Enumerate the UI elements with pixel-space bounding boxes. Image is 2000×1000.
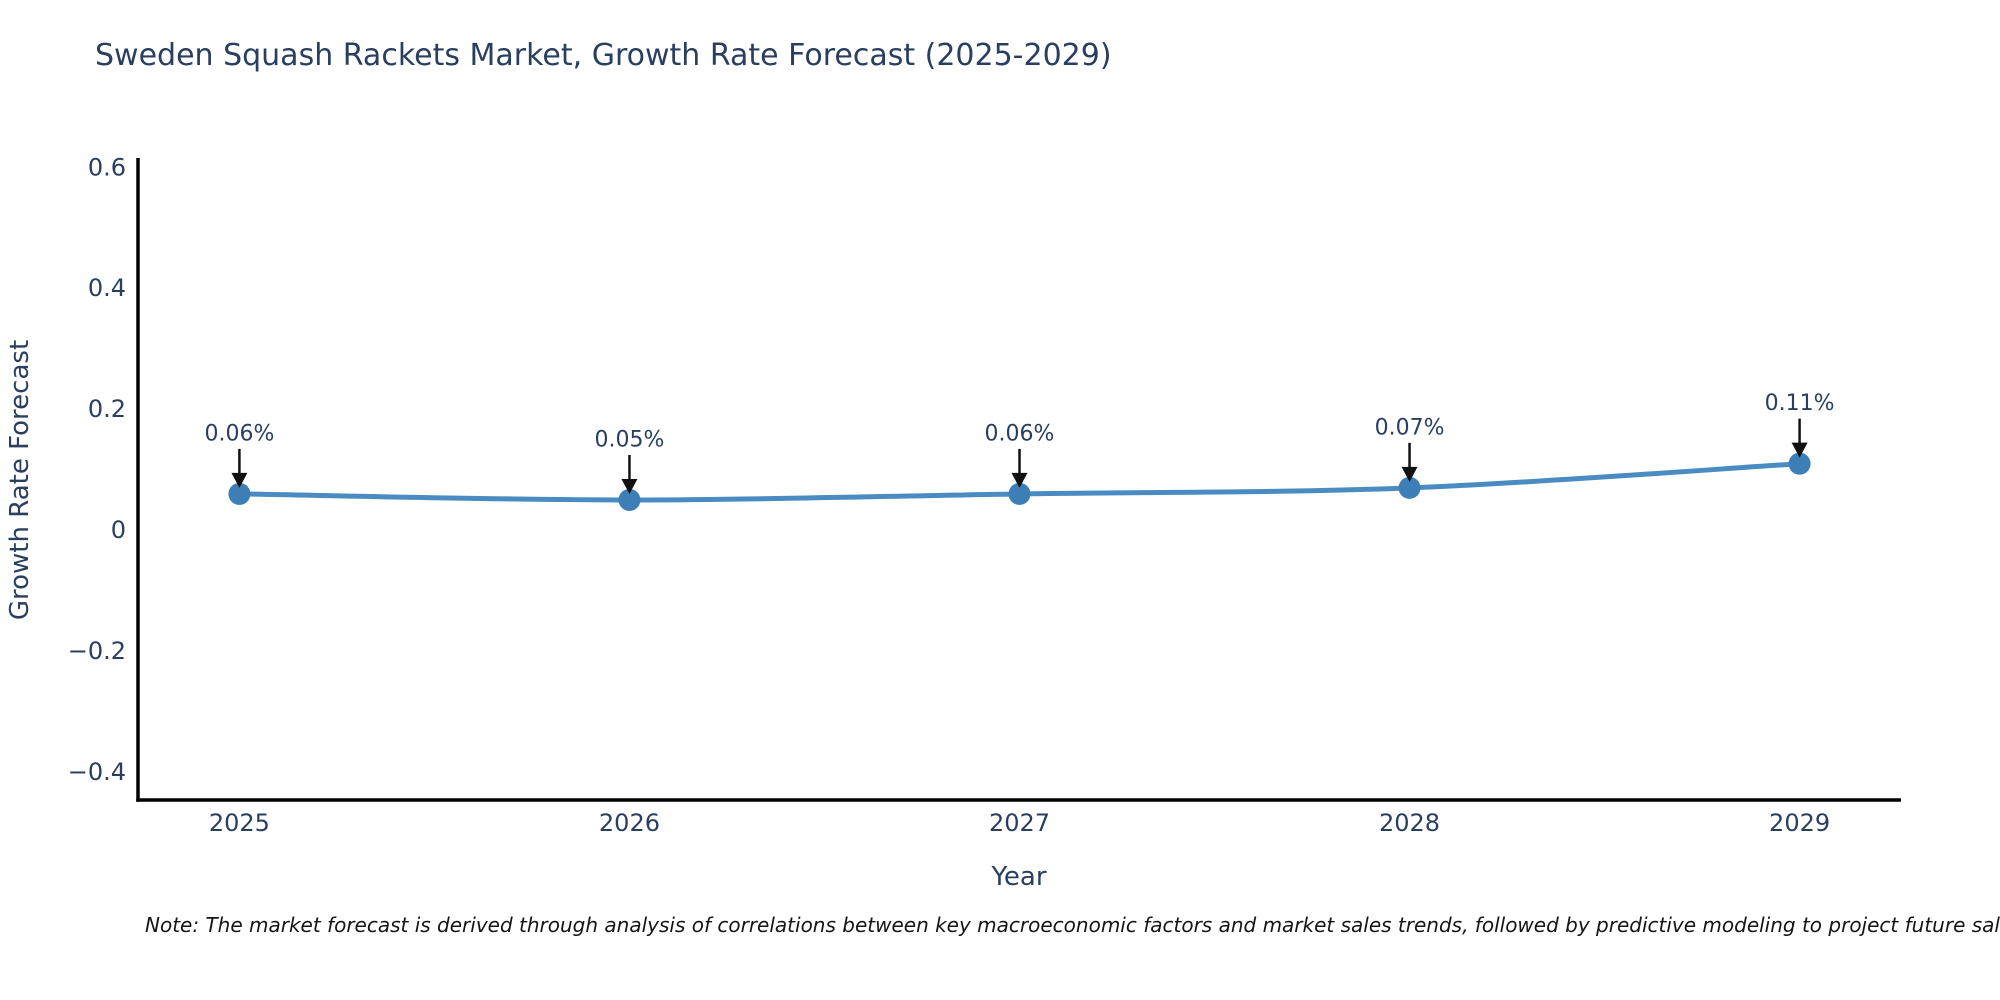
- data-point-marker: [1008, 482, 1031, 505]
- data-point-marker: [228, 482, 251, 505]
- annotation-label: 0.07%: [1375, 415, 1445, 440]
- y-tick-label: 0.4: [88, 274, 126, 302]
- y-tick-label: −0.2: [68, 637, 126, 665]
- footnote: Note: The market forecast is derived thr…: [145, 913, 2000, 937]
- annotation-arrowhead-icon: [231, 472, 248, 488]
- annotation-label: 0.05%: [595, 427, 665, 452]
- y-tick-label: 0: [111, 516, 126, 544]
- x-tick-label: 2027: [989, 809, 1050, 837]
- data-point-marker: [618, 488, 641, 511]
- annotation-arrowhead-icon: [621, 478, 638, 494]
- annotation-label: 0.06%: [204, 421, 274, 446]
- annotation-label: 0.11%: [1765, 391, 1835, 416]
- x-tick-label: 2025: [209, 809, 270, 837]
- annotation-arrowhead-icon: [1011, 472, 1028, 488]
- data-point-marker: [1398, 476, 1421, 499]
- x-tick-label: 2029: [1769, 809, 1830, 837]
- chart-title: Sweden Squash Rackets Market, Growth Rat…: [95, 38, 1112, 73]
- annotation-arrowhead-icon: [1401, 466, 1418, 482]
- y-tick-label: −0.4: [68, 758, 126, 786]
- annotation-label: 0.06%: [985, 421, 1055, 446]
- x-tick-label: 2028: [1379, 809, 1440, 837]
- annotation-arrowhead-icon: [1791, 442, 1808, 458]
- y-tick-label: 0.6: [88, 153, 126, 181]
- x-axis-title: Year: [990, 862, 1046, 892]
- data-point-marker: [1788, 452, 1811, 475]
- y-axis-title: Growth Rate Forecast: [5, 340, 35, 620]
- y-tick-label: 0.2: [88, 395, 126, 423]
- x-tick-label: 2026: [599, 809, 660, 837]
